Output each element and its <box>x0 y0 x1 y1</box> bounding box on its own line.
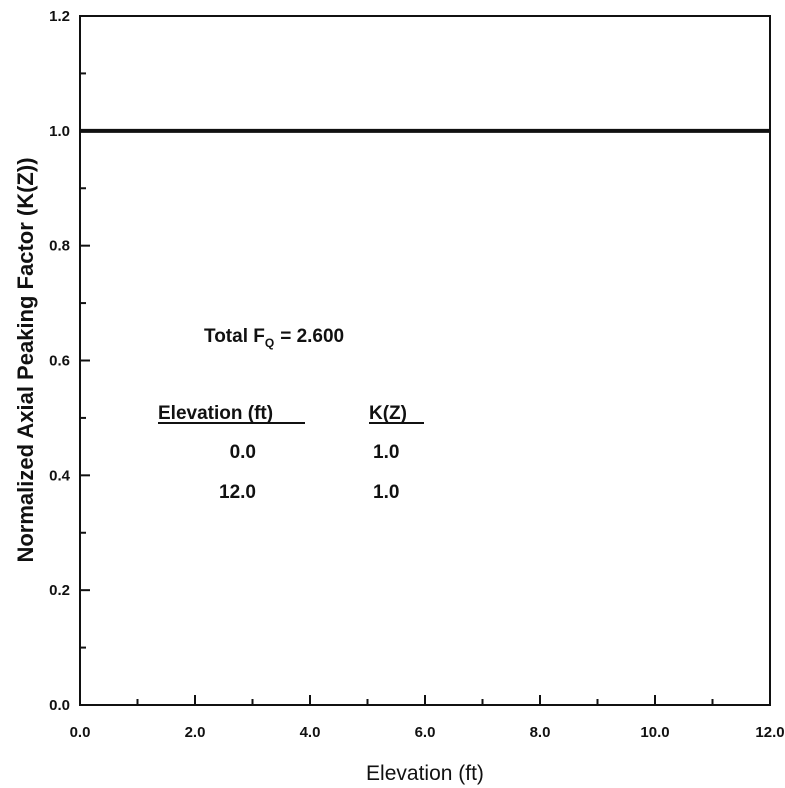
y-tick-label: 1.0 <box>49 123 70 140</box>
table-header-elevation: Elevation (ft) <box>158 403 273 424</box>
table-header-kz: K(Z) <box>369 403 407 424</box>
table-row-1-elevation: 12.0 <box>219 482 256 503</box>
y-tick-label: 0.0 <box>49 697 70 714</box>
y-tick-label: 0.4 <box>49 467 71 484</box>
y-axis-tick-labels: 0.0 0.2 0.4 0.6 0.8 1.0 1.2 <box>49 8 71 714</box>
x-tick-label: 4.0 <box>300 724 321 741</box>
table-row-0-kz: 1.0 <box>373 442 399 463</box>
x-tick-label: 0.0 <box>70 724 91 741</box>
y-tick-label: 0.6 <box>49 353 70 370</box>
table-row-0-elevation: 0.0 <box>230 442 256 463</box>
total-fq-value: = 2.600 <box>280 326 344 347</box>
y-axis-title: Normalized Axial Peaking Factor (K(Z)) <box>13 157 38 562</box>
y-tick-label: 0.2 <box>49 582 70 599</box>
x-tick-label: 2.0 <box>185 724 206 741</box>
y-axis-ticks <box>80 15 90 706</box>
table-row-1-kz: 1.0 <box>373 482 399 503</box>
plot-area-frame <box>79 15 771 706</box>
x-axis-ticks <box>79 695 771 705</box>
y-tick-label: 0.8 <box>49 238 70 255</box>
x-axis-title: Elevation (ft) <box>366 762 484 785</box>
total-fq-annotation: Total FQ = 2.600 <box>204 326 344 350</box>
x-axis-tick-labels: 0.0 2.0 4.0 6.0 8.0 10.0 12.0 <box>70 724 785 741</box>
total-fq-prefix: Total F <box>204 326 265 347</box>
x-tick-label: 12.0 <box>755 724 784 741</box>
elevation-table: Elevation (ft) K(Z) 0.0 1.0 12.0 1.0 <box>158 403 424 503</box>
x-tick-label: 8.0 <box>530 724 551 741</box>
x-tick-label: 6.0 <box>415 724 436 741</box>
y-tick-label: 1.2 <box>49 8 70 25</box>
total-fq-subscript: Q <box>265 336 274 350</box>
x-tick-label: 10.0 <box>640 724 669 741</box>
